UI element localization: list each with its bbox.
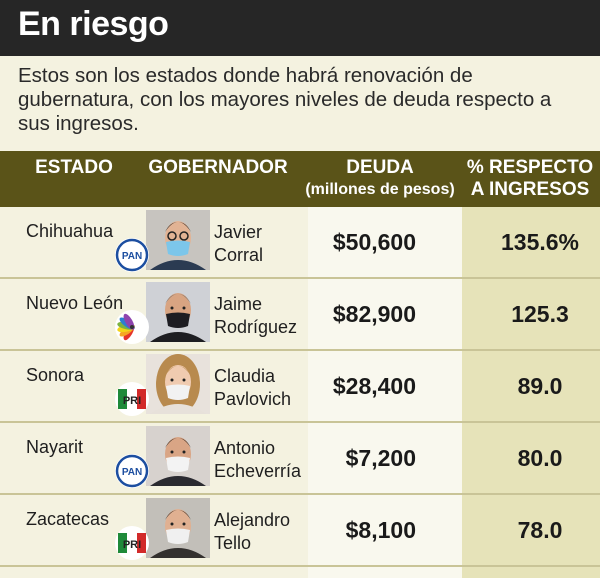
column-header-pct-line2: A INGRESOS bbox=[470, 179, 590, 200]
estado-cell: Sonora bbox=[26, 365, 85, 385]
governor-name: Javier Corral bbox=[214, 221, 263, 267]
column-header-gobernador: GOBERNADOR bbox=[148, 157, 288, 178]
table-row: Sonora PRI Claudia Pavlovich $28,400 89.0 bbox=[0, 351, 600, 423]
deuda-value: $82,900 bbox=[332, 301, 416, 327]
column-header-deuda: DEUDA (millones de pesos) bbox=[300, 157, 460, 201]
governor-photo bbox=[146, 426, 210, 486]
pan-logo-icon: PAN bbox=[114, 453, 150, 489]
governor-first-name: Alejandro bbox=[214, 510, 291, 530]
governor-photo bbox=[146, 354, 210, 414]
governor-name: Alejandro Tello bbox=[214, 509, 290, 555]
svg-text:PRI: PRI bbox=[123, 539, 141, 551]
pct-value: 78.0 bbox=[517, 517, 563, 543]
pri-logo-icon: PRI bbox=[114, 525, 150, 561]
title-bar: En riesgo bbox=[0, 0, 600, 56]
governor-first-name: Javier bbox=[214, 222, 263, 242]
deuda-value: $28,400 bbox=[332, 373, 416, 399]
governor-last-name: Tello bbox=[214, 533, 252, 553]
column-header-deuda-sub: (millones de pesos) bbox=[305, 181, 455, 198]
intro-text: Estos son los estados donde habrá renova… bbox=[18, 64, 552, 135]
governor-last-name: Rodríguez bbox=[214, 317, 298, 337]
column-header-deuda-label: DEUDA bbox=[346, 157, 414, 178]
governor-last-name: Echeverría bbox=[214, 461, 302, 481]
column-header-estado: ESTADO bbox=[35, 157, 113, 178]
governor-first-name: Antonio bbox=[214, 438, 276, 458]
pct-value: 125.3 bbox=[511, 301, 569, 327]
pct-value: 80.0 bbox=[517, 445, 563, 471]
governor-photo bbox=[146, 210, 210, 270]
svg-text:PAN: PAN bbox=[122, 251, 142, 262]
column-header-pct-line1: % RESPECTO bbox=[466, 157, 594, 178]
governor-name: Jaime Rodríguez bbox=[214, 293, 297, 339]
table-row: Nayarit PAN Antonio Echeverría $7,200 80.0 bbox=[0, 423, 600, 495]
row-divider bbox=[0, 421, 600, 423]
table-body: Chihuahua PAN Javier Corral $50,600 135.6% Nue… bbox=[0, 207, 600, 578]
row-divider bbox=[0, 349, 600, 351]
governor-name: Claudia Pavlovich bbox=[214, 365, 291, 411]
deuda-value: $8,100 bbox=[345, 517, 416, 543]
table-row: Nuevo León Jaime Rodríguez $82,900 125.3 bbox=[0, 279, 600, 351]
governor-photo bbox=[146, 282, 210, 342]
pct-value: 135.6% bbox=[500, 229, 579, 255]
governor-last-name: Pavlovich bbox=[214, 389, 292, 409]
governor-first-name: Claudia bbox=[214, 366, 276, 386]
independent-butterfly-logo-icon bbox=[114, 309, 150, 345]
deuda-column-background bbox=[308, 207, 462, 578]
pct-value: 89.0 bbox=[517, 373, 563, 399]
governor-name: Antonio Echeverría bbox=[214, 437, 301, 483]
table-row: Zacatecas PRI Alejandro Tello $8,100 78.0 bbox=[0, 495, 600, 567]
svg-text:PRI: PRI bbox=[123, 395, 141, 407]
table-header: ESTADO GOBERNADOR DEUDA (millones de pes… bbox=[0, 151, 600, 207]
page-title: En riesgo bbox=[18, 5, 169, 43]
estado-cell: Nayarit bbox=[26, 437, 84, 457]
governor-first-name: Jaime bbox=[214, 294, 263, 314]
governor-last-name: Corral bbox=[214, 245, 264, 265]
svg-text:PAN: PAN bbox=[122, 467, 142, 478]
pan-logo-icon: PAN bbox=[114, 237, 150, 273]
pct-column-background bbox=[462, 207, 600, 578]
column-header-pct: % RESPECTO A INGRESOS bbox=[462, 157, 598, 201]
deuda-value: $7,200 bbox=[345, 445, 416, 471]
row-divider bbox=[0, 565, 600, 567]
deuda-value: $50,600 bbox=[332, 229, 416, 255]
row-divider bbox=[0, 493, 600, 495]
pri-logo-icon: PRI bbox=[114, 381, 150, 417]
estado-cell: Chihuahua bbox=[26, 221, 114, 241]
row-divider bbox=[0, 277, 600, 279]
estado-cell: Nuevo León bbox=[26, 293, 124, 313]
estado-cell: Zacatecas bbox=[26, 509, 110, 529]
governor-photo bbox=[146, 498, 210, 558]
table-row: Chihuahua PAN Javier Corral $50,600 135.6% bbox=[0, 207, 600, 279]
